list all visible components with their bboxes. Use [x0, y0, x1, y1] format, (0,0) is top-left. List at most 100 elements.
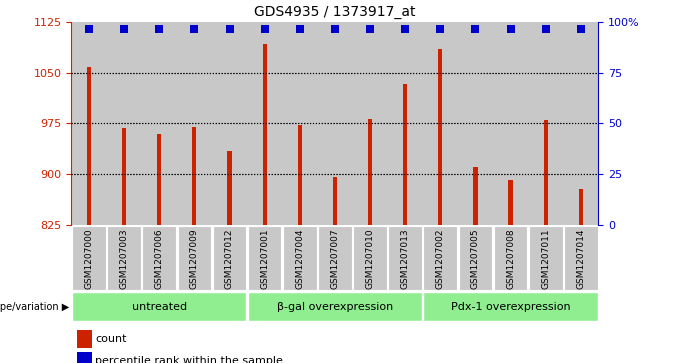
Text: GSM1207009: GSM1207009 [190, 228, 199, 289]
Bar [318, 22, 352, 225]
Bar [423, 22, 458, 225]
Bar [282, 22, 318, 225]
Bar [71, 22, 107, 225]
FancyBboxPatch shape [72, 226, 106, 290]
Bar [388, 22, 423, 225]
Bar [368, 119, 372, 363]
Point [224, 26, 235, 32]
Bar [262, 44, 267, 363]
Bar [192, 127, 197, 363]
Point [294, 26, 305, 32]
Bar [458, 22, 493, 225]
Text: GSM1207000: GSM1207000 [84, 228, 93, 289]
Point [84, 26, 95, 32]
Point [575, 26, 586, 32]
Bar [509, 180, 513, 363]
FancyBboxPatch shape [494, 226, 528, 290]
Bar [107, 22, 141, 225]
Bar [262, 44, 267, 363]
FancyBboxPatch shape [424, 226, 457, 290]
Bar [473, 167, 477, 363]
Bar [509, 180, 513, 363]
Bar [247, 22, 282, 225]
Bar [141, 22, 177, 225]
Text: GSM1207014: GSM1207014 [577, 228, 585, 289]
FancyBboxPatch shape [283, 226, 317, 290]
FancyBboxPatch shape [564, 226, 598, 290]
Bar [543, 120, 548, 363]
Bar [473, 167, 477, 363]
Point [505, 26, 516, 32]
Bar [122, 128, 126, 363]
Text: GSM1207011: GSM1207011 [541, 228, 550, 289]
Bar [352, 22, 388, 225]
Text: Pdx-1 overexpression: Pdx-1 overexpression [451, 302, 571, 312]
Text: β-gal overexpression: β-gal overexpression [277, 302, 393, 312]
Bar [579, 189, 583, 363]
FancyBboxPatch shape [72, 292, 246, 322]
Text: count: count [95, 334, 126, 344]
Text: GSM1207005: GSM1207005 [471, 228, 480, 289]
FancyBboxPatch shape [424, 292, 598, 322]
Text: untreated: untreated [132, 302, 187, 312]
FancyBboxPatch shape [248, 226, 282, 290]
Text: GSM1207012: GSM1207012 [225, 228, 234, 289]
Bar [298, 125, 302, 363]
Bar [438, 49, 443, 363]
Bar [438, 49, 443, 363]
Bar [298, 125, 302, 363]
Bar [177, 22, 212, 225]
FancyBboxPatch shape [107, 226, 141, 290]
Bar [227, 151, 232, 363]
Text: GSM1207001: GSM1207001 [260, 228, 269, 289]
Text: genotype/variation ▶: genotype/variation ▶ [0, 302, 69, 312]
Point [118, 26, 129, 32]
Bar [543, 120, 548, 363]
Title: GDS4935 / 1373917_at: GDS4935 / 1373917_at [254, 5, 415, 19]
Bar [403, 84, 407, 363]
FancyBboxPatch shape [353, 226, 387, 290]
Bar [157, 134, 161, 363]
FancyBboxPatch shape [213, 226, 246, 290]
FancyBboxPatch shape [318, 226, 352, 290]
Bar [212, 22, 247, 225]
Text: GSM1207010: GSM1207010 [366, 228, 375, 289]
Bar [192, 127, 197, 363]
Point [154, 26, 165, 32]
Point [470, 26, 481, 32]
Point [435, 26, 446, 32]
Bar [87, 67, 91, 363]
Text: GSM1207013: GSM1207013 [401, 228, 409, 289]
Point [541, 26, 551, 32]
FancyBboxPatch shape [177, 226, 211, 290]
Bar [563, 22, 598, 225]
FancyBboxPatch shape [458, 226, 492, 290]
Bar [227, 151, 232, 363]
FancyBboxPatch shape [248, 292, 422, 322]
Bar [368, 119, 372, 363]
Bar [333, 177, 337, 363]
Text: percentile rank within the sample: percentile rank within the sample [95, 356, 283, 363]
Point [400, 26, 411, 32]
Bar [77, 352, 92, 363]
Text: GSM1207004: GSM1207004 [295, 228, 304, 289]
Bar [157, 134, 161, 363]
Text: GSM1207008: GSM1207008 [506, 228, 515, 289]
Text: GSM1207007: GSM1207007 [330, 228, 339, 289]
Text: GSM1207006: GSM1207006 [155, 228, 164, 289]
Bar [333, 177, 337, 363]
Text: GSM1207003: GSM1207003 [120, 228, 129, 289]
Bar [87, 67, 91, 363]
Bar [403, 84, 407, 363]
Bar [77, 330, 92, 348]
Bar [528, 22, 563, 225]
FancyBboxPatch shape [388, 226, 422, 290]
Point [189, 26, 200, 32]
FancyBboxPatch shape [529, 226, 562, 290]
FancyBboxPatch shape [142, 226, 176, 290]
Bar [493, 22, 528, 225]
Bar [579, 189, 583, 363]
Text: GSM1207002: GSM1207002 [436, 228, 445, 289]
Point [329, 26, 340, 32]
Bar [122, 128, 126, 363]
